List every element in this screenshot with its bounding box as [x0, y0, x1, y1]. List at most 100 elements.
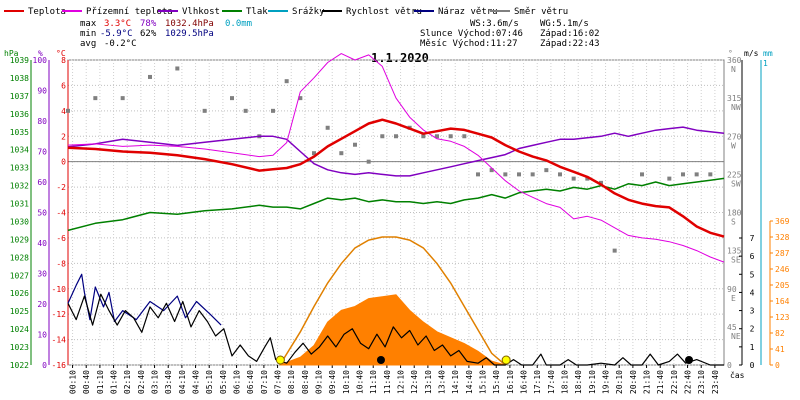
wind-dir-point-1: [93, 96, 98, 101]
info-sun: Slunce Východ:07:46: [420, 29, 523, 39]
hpa-tick-2: 1037: [10, 92, 29, 101]
hpa-tick-14: 1025: [10, 307, 29, 316]
time-label-40: 20:10: [615, 370, 624, 394]
time-label-23: 11:40: [383, 370, 392, 394]
time-label-26: 13:10: [424, 370, 433, 394]
time-label-5: 02:40: [137, 370, 146, 394]
stats-min-temp: -5.9°C: [100, 29, 133, 39]
time-label-18: 09:10: [315, 370, 324, 394]
dir-name-0: N: [731, 65, 736, 74]
hpa-tick-17: 1022: [10, 361, 29, 370]
ms-tick-7: 0: [750, 361, 755, 370]
wind-dir-point-15: [353, 142, 357, 147]
wind-dir-point-34: [612, 248, 617, 253]
dir-tick-7: 45: [727, 323, 737, 332]
wind-dir-point-24: [476, 172, 480, 177]
time-label-2: 01:10: [96, 370, 105, 394]
time-label-7: 03:40: [164, 370, 173, 394]
wind-dir-point-2: [120, 96, 125, 101]
stats-avg-label: avg: [80, 39, 96, 49]
stats-max-press: 1032.4hPa: [165, 19, 214, 29]
legend-label-3: Tlak: [246, 7, 268, 17]
wind-dir-point-12: [312, 151, 316, 156]
hpa-tick-12: 1027: [10, 271, 29, 280]
time-label-17: 08:40: [301, 370, 310, 394]
dir-tick-6: 90: [727, 285, 737, 294]
time-label-20: 10:10: [342, 370, 351, 394]
temp-tick-0: 8: [61, 56, 66, 65]
time-label-27: 13:40: [438, 370, 447, 394]
time-label-12: 06:10: [233, 370, 242, 394]
hpa-tick-10: 1029: [10, 235, 29, 244]
dir-tick-0: 360: [727, 56, 742, 65]
wind-dir-point-38: [694, 172, 699, 177]
time-label-37: 18:40: [574, 370, 583, 394]
sunrise-marker: [275, 355, 285, 365]
stats-block: max 3.3°C 78% 1032.4hPa 0.0mm min -5.9°C…: [80, 19, 252, 49]
wind-dir-point-21: [435, 134, 439, 139]
stats-max-label: max: [80, 19, 97, 29]
ms-tick-0: 7: [750, 234, 755, 243]
pct-tick-1: 90: [37, 87, 47, 96]
stats-min-label: min: [80, 29, 96, 39]
time-label-13: 06:40: [246, 370, 255, 394]
legend-label-1: Přízemní teplota: [86, 7, 173, 17]
wind-dir-point-14: [339, 151, 344, 156]
series-layer: [66, 53, 725, 366]
ms-tick-6: 1: [750, 343, 755, 352]
wind-dir-point-7: [243, 108, 248, 113]
hpa-tick-7: 1032: [10, 182, 29, 191]
pct-tick-9: 10: [37, 331, 47, 340]
time-label-46: 23:10: [697, 370, 706, 394]
stats-min-hum: 62%: [140, 29, 157, 39]
info-wg: WG:5.1m/s: [540, 19, 589, 29]
time-label-8: 04:10: [178, 370, 187, 394]
temp-tick-8: -8: [56, 259, 66, 268]
axis-unit-time: čas: [730, 370, 745, 380]
solar-tick-5: 164: [775, 297, 790, 306]
temp-tick-2: 4: [61, 107, 66, 116]
time-label-28: 14:10: [451, 370, 460, 394]
solar-tick-9: 0: [775, 361, 780, 370]
stats-max-temp: 3.3°C: [104, 19, 131, 29]
legend-label-2: Vlhkost: [182, 7, 220, 17]
temp-tick-4: 0: [61, 158, 66, 167]
wind-dir-point-10: [284, 79, 289, 84]
info-moon-set: Západ:22:43: [540, 39, 600, 49]
temp-tick-11: -14: [52, 336, 67, 345]
time-label-22: 11:10: [369, 370, 378, 394]
solar-tick-6: 123: [775, 313, 790, 322]
hpa-tick-3: 1036: [10, 110, 29, 119]
pct-tick-6: 40: [37, 239, 47, 248]
humidity-line: [67, 126, 725, 177]
pct-tick-5: 50: [37, 209, 47, 218]
axis-unit-ms: m/s: [744, 49, 759, 58]
wind-dir-point-30: [558, 172, 562, 177]
legend-label-0: Teplota: [28, 7, 66, 17]
time-label-14: 07:10: [260, 370, 269, 394]
wind-dir-point-17: [380, 134, 385, 139]
hpa-tick-0: 1039: [10, 56, 29, 65]
solar-tick-2: 287: [775, 249, 790, 258]
axis-unit-deg: °: [728, 49, 733, 58]
wind-dir-point-9: [271, 108, 275, 113]
time-label-29: 14:40: [465, 370, 474, 394]
wind-dir-point-29: [544, 168, 549, 173]
time-label-34: 17:10: [533, 370, 542, 394]
time-label-43: 21:40: [656, 370, 665, 394]
pct-tick-0: 100: [33, 56, 48, 65]
hpa-tick-15: 1024: [10, 325, 29, 334]
wind-dir-point-11: [298, 96, 303, 101]
time-label-3: 01:40: [110, 370, 119, 394]
dir-name-4: S: [731, 218, 736, 227]
pct-tick-7: 30: [37, 270, 47, 279]
wind-dir-point-20: [421, 134, 426, 139]
solar-tick-0: 369: [775, 217, 790, 226]
info-block: WS:3.6m/s WG:5.1m/s Slunce Východ:07:46 …: [420, 19, 600, 49]
wind-dir-point-6: [230, 96, 234, 101]
stats-max-hum: 78%: [140, 19, 157, 29]
time-label-4: 02:10: [123, 370, 132, 394]
time-label-16: 08:10: [287, 370, 296, 394]
axis-unit-hpa: hPa: [4, 49, 19, 58]
